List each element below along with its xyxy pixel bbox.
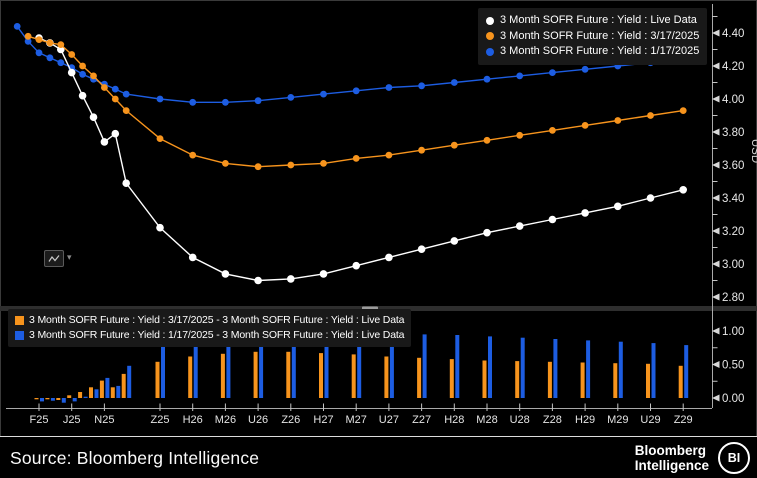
brand-line-1: Bloomberg: [634, 442, 706, 458]
mar17-series-swatch-icon: [486, 32, 494, 41]
svg-text:Z29: Z29: [674, 414, 693, 426]
svg-text:M27: M27: [345, 414, 366, 426]
legend-label: 3 Month SOFR Future : Yield : 3/17/2025: [500, 29, 700, 42]
svg-text:U26: U26: [248, 414, 268, 426]
svg-text:H29: H29: [575, 414, 595, 426]
svg-text:Z27: Z27: [412, 414, 431, 426]
source-text: Source: Bloomberg Intelligence: [10, 447, 260, 468]
svg-text:F25: F25: [30, 414, 49, 426]
brand-text: Bloomberg Intelligence: [635, 443, 709, 473]
legend-label: 3 Month SOFR Future : Yield : Live Data: [500, 14, 697, 26]
legend-label: 3 Month SOFR Future : Yield : 1/17/2025 …: [29, 329, 405, 341]
svg-text:Z25: Z25: [151, 414, 170, 426]
svg-text:3.00: 3.00: [722, 259, 744, 271]
svg-text:H28: H28: [444, 414, 464, 426]
legend-item-jan17-spread: 3 Month SOFR Future : Yield : 1/17/2025 …: [15, 328, 405, 343]
svg-text:0.50: 0.50: [722, 360, 744, 372]
main-chart-legend: 3 Month SOFR Future : Yield : Live Data …: [478, 8, 708, 65]
svg-text:H27: H27: [313, 414, 333, 426]
legend-item-mar17: 3 Month SOFR Future : Yield : 3/17/2025: [486, 29, 699, 45]
svg-text:J25: J25: [63, 414, 81, 426]
y-axis-title: USD: [749, 139, 757, 163]
svg-text:3.40: 3.40: [722, 193, 744, 205]
svg-text:M29: M29: [607, 414, 628, 426]
svg-text:M28: M28: [476, 414, 497, 426]
svg-text:U27: U27: [379, 414, 399, 426]
jan17-spread-swatch-icon: [15, 331, 24, 340]
line-series-0: [35, 34, 687, 285]
axes: 4.40 4.20 4.00 3.80 3.60 3.40 3.20 3.00 2.80 1.00…: [6, 4, 757, 426]
pane-divider[interactable]: [0, 306, 757, 311]
svg-text:3.20: 3.20: [722, 226, 744, 238]
legend-item-mar17-spread: 3 Month SOFR Future : Yield : 3/17/2025 …: [15, 313, 405, 328]
svg-text:H26: H26: [183, 414, 203, 426]
difference-bars: [34, 329, 689, 403]
spread-chart-legend: 3 Month SOFR Future : Yield : 3/17/2025 …: [8, 309, 412, 347]
svg-text:4.20: 4.20: [722, 61, 744, 73]
svg-text:1.00: 1.00: [722, 326, 744, 338]
svg-text:4.00: 4.00: [722, 94, 744, 106]
line-series-1: [24, 32, 687, 171]
live-series-swatch-icon: [486, 16, 494, 25]
footer: Source: Bloomberg Intelligence Bloomberg…: [0, 436, 757, 478]
legend-label: 3 Month SOFR Future : Yield : 3/17/2025 …: [29, 314, 405, 326]
jan17-series-swatch-icon: [486, 47, 494, 56]
brand-line-2: Intelligence: [634, 458, 709, 473]
chevron-down-icon[interactable]: ▾: [67, 252, 72, 262]
svg-text:4.40: 4.40: [722, 28, 744, 40]
svg-text:3.80: 3.80: [722, 127, 744, 139]
svg-text:U29: U29: [640, 414, 660, 426]
chart-annotation-icon: [48, 254, 60, 262]
line-series-2: [13, 23, 687, 106]
mar17-spread-swatch-icon: [15, 316, 24, 325]
bar-series-0: [34, 351, 683, 400]
legend-label: 3 Month SOFR Future : Yield : 1/17/2025: [500, 45, 700, 57]
chart-canvas: 4.40 4.20 4.00 3.80 3.60 3.40 3.20 3.00 2.80 1.00…: [0, 4, 757, 426]
svg-text:U28: U28: [510, 414, 530, 426]
annotation-button[interactable]: [44, 250, 64, 267]
svg-text:Z26: Z26: [281, 414, 300, 426]
legend-item-jan17: 3 Month SOFR Future : Yield : 1/17/2025: [486, 44, 699, 60]
svg-text:2.80: 2.80: [722, 292, 744, 304]
svg-text:Z28: Z28: [543, 414, 562, 426]
svg-text:N25: N25: [94, 414, 114, 426]
svg-text:0.00: 0.00: [722, 393, 744, 405]
bar-series-1: [40, 329, 689, 403]
svg-text:M26: M26: [215, 414, 236, 426]
svg-text:3.60: 3.60: [722, 160, 744, 172]
bi-logo: BI: [718, 442, 750, 474]
legend-item-live: 3 Month SOFR Future : Yield : Live Data: [486, 13, 699, 29]
